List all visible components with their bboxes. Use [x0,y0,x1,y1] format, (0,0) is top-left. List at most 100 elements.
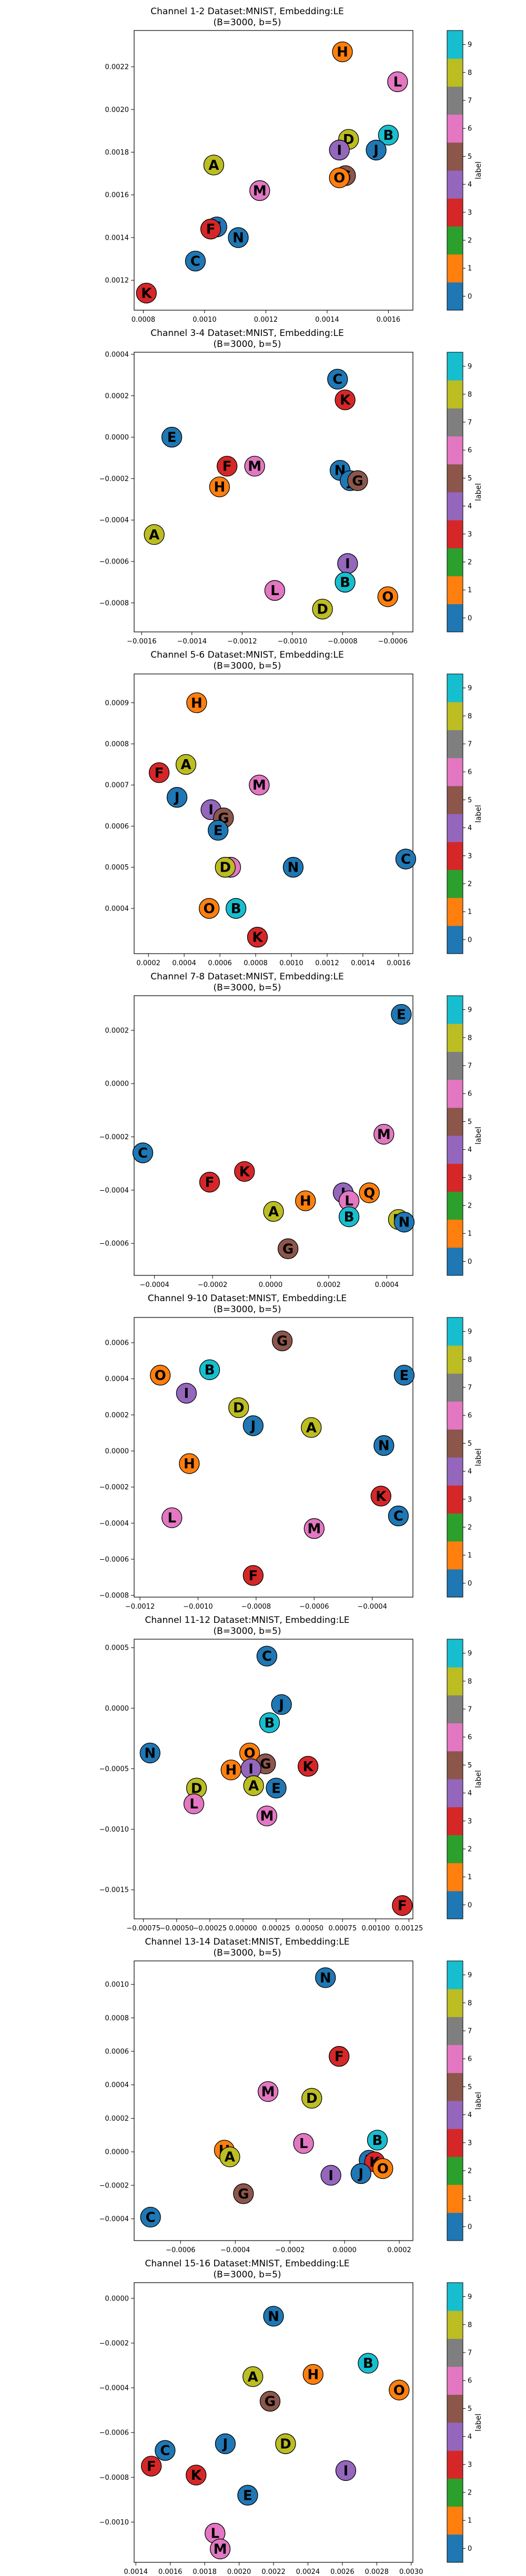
chart-title: Channel 11-12 Dataset:MNIST, Embedding:L… [84,1615,410,1637]
colorbar-tick-label: 3 [468,2139,472,2147]
colorbar-label: label [474,1448,483,1466]
point-label: K [239,1164,250,1180]
colorbar-tick-label: 1 [468,1552,472,1560]
chart-panel-3: Channel 5-6 Dataset:MNIST, Embedding:LE … [0,643,526,965]
data-point-E: E [393,1365,415,1386]
point-marker [259,2390,281,2412]
colorbar-segment [447,2129,463,2157]
data-point-H: H [220,1760,241,1781]
point-label: C [393,1509,403,1525]
colorbar-segment [447,198,463,227]
colorbar-tick-label: 3 [468,1817,472,1825]
point-label: L [270,583,279,599]
x-axis: −0.0016 −0.0014 −0.0012 −0.0010 −0.0008 −0.00… [127,632,408,643]
x-tick-label: −0.0010 [278,638,307,643]
colorbar: 0 1 2 3 4 5 6 7 8 9 label [447,352,483,632]
colorbar-tick-label: 0 [468,615,472,622]
colorbar-segment [447,352,463,381]
chart-title-line: Channel 11-12 Dataset:MNIST, Embedding:L… [145,1615,350,1626]
y-tick-label: 0.0022 [105,64,129,71]
point-label: M [252,778,266,793]
x-tick-label: 0.00000 [229,1925,257,1930]
x-tick-label: 0.00025 [262,1925,290,1930]
colorbar-segment [447,86,463,115]
colorbar-label: label [474,1770,483,1788]
y-tick-label: 0.0004 [105,2081,129,2089]
point-label: D [219,860,231,876]
point-label: B [372,2133,383,2149]
y-tick-label: −0.0004 [99,2215,129,2223]
data-point-G: G [271,1330,293,1352]
point-label: K [303,1759,314,1775]
x-axis: −0.0004 −0.0002 0.0000 0.0002 0.0004 [139,1275,399,1287]
data-point-M: M [256,1805,278,1826]
x-tick-label: 0.00075 [328,1925,357,1930]
data-point-F: F [242,1565,264,1586]
x-tick-label: 0.0026 [330,2568,355,2574]
colorbar-segment [447,2045,463,2073]
colorbar-tick-label: 1 [468,587,472,595]
point-label: D [233,1401,245,1416]
colorbar-segment [447,408,463,437]
point-label: N [268,2309,279,2325]
data-point-K: K [186,2465,207,2486]
colorbar-tick-label: 3 [468,1174,472,1182]
data-point-O: O [389,2379,410,2400]
colorbar-segment [447,464,463,493]
x-tick-label: 0.0020 [227,2568,251,2574]
plot-frame [134,30,413,311]
colorbar-segment [447,1373,463,1402]
data-point-E: E [266,1777,287,1798]
x-tick-label: −0.0006 [299,1603,329,1609]
colorbar-segment [447,2212,463,2241]
point-label: K [141,286,152,302]
colorbar-segment [447,1989,463,2017]
data-point-O: O [199,898,220,919]
data-point-A: A [219,2146,240,2168]
scatter-plot: −0.0012 −0.0010 −0.0008 −0.0006 −0.0004−0.00… [99,1317,483,1609]
y-tick-label: −0.0006 [99,558,129,566]
x-tick-label: −0.0006 [378,638,408,643]
point-marker [228,227,249,248]
colorbar-tick-label: 2 [468,2489,472,2497]
chart-title-line: Channel 1-2 Dataset:MNIST, Embedding:LE [150,6,344,17]
chart-panel-8: Channel 15-16 Dataset:MNIST, Embedding:L… [0,2252,526,2574]
colorbar-tick-label: 6 [468,769,472,776]
colorbar-segment [447,30,463,59]
colorbar-segment [447,576,463,605]
colorbar-segment [447,2506,463,2535]
y-tick-label: 0.0004 [105,1375,129,1383]
data-point-B: B [378,125,399,146]
colorbar-tick-label: 3 [468,852,472,860]
y-tick-label: −0.0002 [99,1484,129,1491]
point-marker [139,1742,160,1764]
point-label: M [260,1808,274,1824]
data-point-H: H [179,1453,200,1474]
point-marker [183,1793,205,1814]
point-label: B [344,1210,355,1225]
colorbar: 0 1 2 3 4 5 6 7 8 9 label [447,1960,483,2241]
x-tick-label: 0.0028 [365,2568,389,2574]
chart-subtitle: (B=3000, b=5) [213,2270,281,2280]
colorbar-tick-label: 6 [468,1412,472,1420]
point-label: N [232,230,244,246]
data-point-A: A [263,1201,284,1222]
x-tick-label: 0.0016 [377,316,401,322]
colorbar: 0 1 2 3 4 5 6 7 8 9 label [447,673,483,954]
chart-subtitle: (B=3000, b=5) [213,339,281,350]
point-label: N [320,1970,331,1986]
point-marker [393,1365,415,1386]
point-label: G [260,1756,271,1772]
x-tick-label: 0.0008 [244,959,268,965]
data-point-C: C [395,849,417,870]
point-marker [395,849,417,870]
data-points: EMCKFQILHABDNG [132,1004,415,1259]
data-point-K: K [370,1486,391,1507]
colorbar-tick-label: 6 [468,2056,472,2063]
colorbar-segment [447,380,463,408]
colorbar-segment [447,1667,463,1695]
colorbar-tick-label: 5 [468,475,472,483]
point-label: A [180,757,191,773]
point-label: H [307,2367,319,2383]
point-label: A [149,527,159,543]
